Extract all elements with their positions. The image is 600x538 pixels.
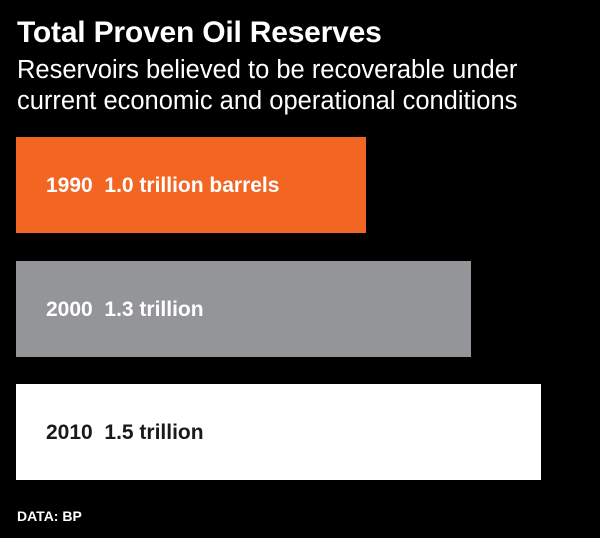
bar-label-2010: 2010 1.5 trillion	[46, 421, 204, 444]
bar-label-2000: 2000 1.3 trillion	[46, 298, 204, 321]
bar-label-1990: 1990 1.0 trillion barrels	[46, 174, 279, 197]
chart-subtitle: Reservoirs believed to be recoverable un…	[17, 56, 518, 115]
chart-title: Total Proven Oil Reserves	[17, 16, 382, 49]
bar-2000	[16, 261, 471, 357]
source-note: DATA: BP	[17, 508, 82, 524]
bar-1990	[16, 137, 366, 233]
bar-2010	[16, 384, 541, 480]
